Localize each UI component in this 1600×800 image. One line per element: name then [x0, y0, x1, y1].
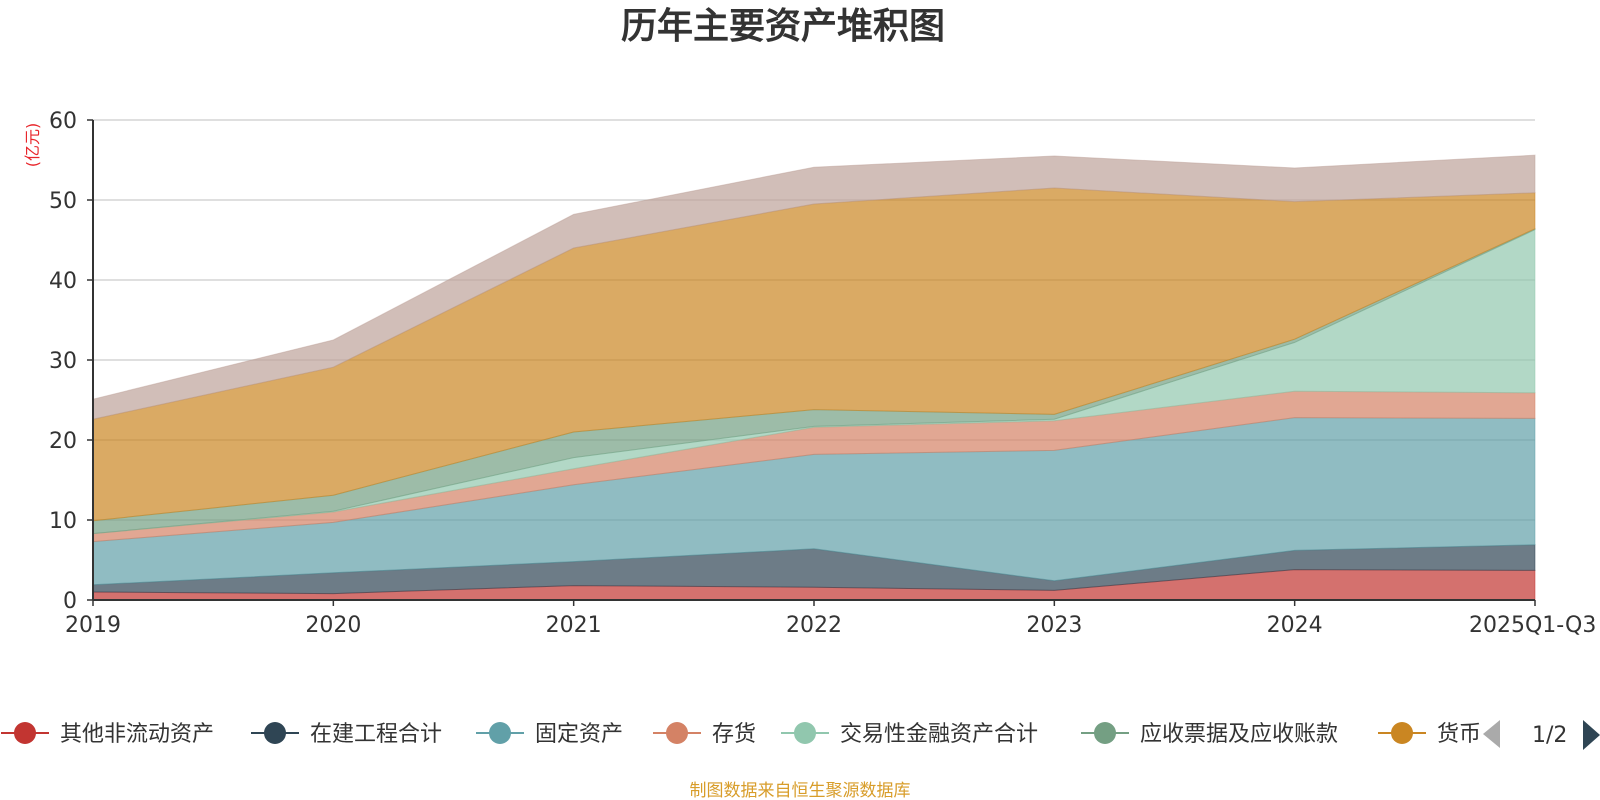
y-tick-label: 0: [63, 589, 77, 614]
area-series-7: [92, 154, 1536, 420]
legend-swatch-dot: [1391, 722, 1413, 744]
x-tick-label: 2022: [786, 613, 842, 638]
y-axis-unit: (亿元): [23, 123, 42, 168]
legend-swatch-dot: [489, 722, 511, 744]
legend-item[interactable]: 交易性金融资产合计: [781, 722, 1038, 747]
legend-item[interactable]: 在建工程合计: [251, 722, 442, 747]
axes: 0 10 20 30 40 50 60 2019 2020 2021 2022 2023 2024 202…: [49, 109, 1596, 638]
chart-title: 历年主要资产堆积图: [621, 6, 945, 47]
legend-next-page-icon[interactable]: [1583, 720, 1600, 750]
legend-label: 交易性金融资产合计: [840, 722, 1038, 747]
legend-label: 存货: [712, 722, 756, 747]
legend-label: 货币: [1437, 722, 1481, 747]
legend-swatch-dot: [14, 722, 36, 744]
x-tick-label: 2025Q1-Q3: [1469, 613, 1596, 638]
legend-swatch-dot: [794, 722, 816, 744]
x-tick-label: 2020: [305, 613, 361, 638]
area-series: [92, 154, 1536, 601]
x-tick-label: 2021: [546, 613, 602, 638]
legend-swatch-dot: [1094, 722, 1116, 744]
legend-item[interactable]: 固定资产: [476, 722, 623, 747]
legend-swatch-dot: [666, 722, 688, 744]
y-tick-label: 20: [49, 429, 77, 454]
legend-item[interactable]: 应收票据及应收账款: [1081, 722, 1338, 747]
legend-label: 应收票据及应收账款: [1140, 722, 1338, 747]
data-source-note: 制图数据来自恒生聚源数据库: [690, 781, 911, 800]
x-tick-label: 2024: [1267, 613, 1323, 638]
legend-page-indicator: 1/2: [1532, 723, 1567, 748]
y-tick-label: 30: [49, 349, 77, 374]
x-tick-label: 2023: [1026, 613, 1082, 638]
legend-item[interactable]: 其他非流动资产: [1, 722, 214, 747]
y-tick-label: 50: [49, 189, 77, 214]
legend-label: 固定资产: [535, 722, 623, 747]
y-tick-label: 10: [49, 509, 77, 534]
legend-item[interactable]: 货币: [1378, 722, 1481, 747]
legend-prev-page-icon[interactable]: [1483, 720, 1500, 748]
y-tick-label: 40: [49, 269, 77, 294]
legend-label: 其他非流动资产: [60, 722, 214, 747]
legend-item[interactable]: 存货: [653, 722, 756, 747]
y-tick-label: 60: [49, 109, 77, 134]
legend: 其他非流动资产 在建工程合计 固定资产 存货 交易性金融资产合计 应收票据及应收账款 货币 1…: [1, 720, 1600, 750]
legend-label: 在建工程合计: [310, 722, 442, 747]
legend-swatch-dot: [264, 722, 286, 744]
x-tick-label: 2019: [65, 613, 121, 638]
